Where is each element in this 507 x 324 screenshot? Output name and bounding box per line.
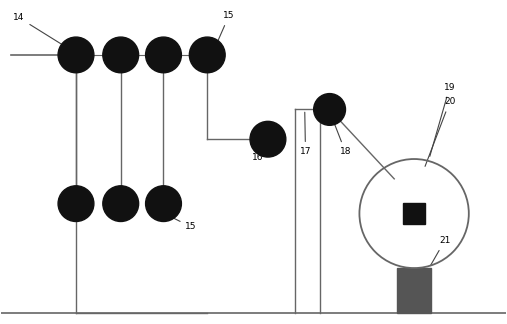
Text: 20: 20 [425, 98, 455, 166]
Bar [403, 202, 425, 225]
Circle shape [314, 94, 345, 125]
Text: 16: 16 [252, 148, 264, 162]
Text: 15: 15 [151, 207, 197, 231]
Circle shape [146, 37, 182, 73]
Text: 21: 21 [430, 236, 450, 266]
Text: 18: 18 [333, 119, 351, 156]
Circle shape [58, 186, 94, 222]
Circle shape [189, 37, 225, 73]
Circle shape [146, 186, 182, 222]
Circle shape [58, 37, 94, 73]
Circle shape [250, 122, 286, 157]
Bar [397, 268, 431, 313]
Text: 14: 14 [13, 13, 64, 46]
Circle shape [103, 37, 138, 73]
Text: 19: 19 [430, 83, 455, 156]
Text: 17: 17 [300, 112, 311, 156]
Circle shape [103, 186, 138, 222]
Text: 15: 15 [216, 11, 235, 44]
